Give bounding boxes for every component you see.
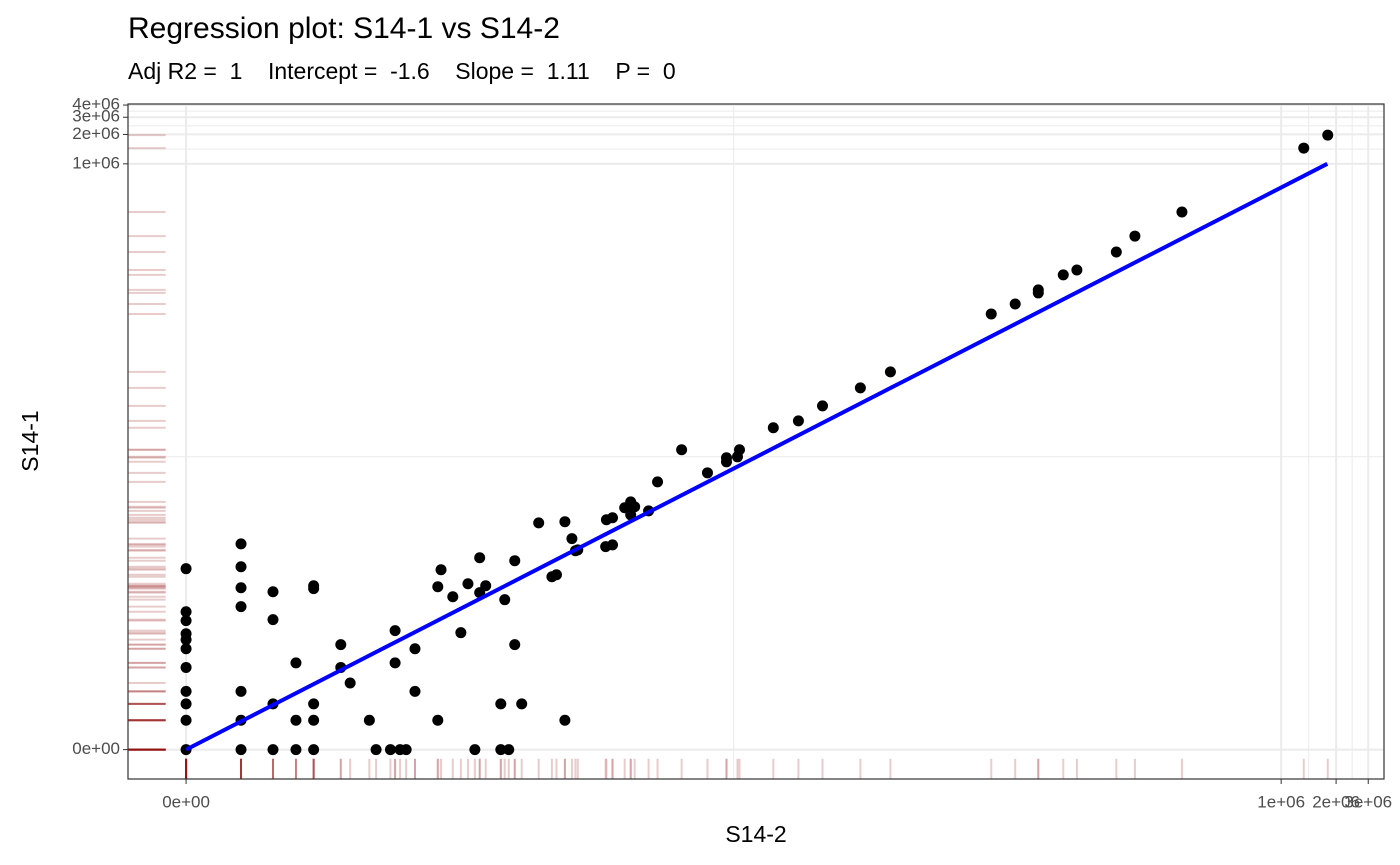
regression-line [185, 162, 1329, 752]
point [180, 685, 192, 697]
x-axis-title: S14-2 [725, 821, 786, 847]
point [235, 685, 247, 697]
point [370, 744, 382, 756]
point [985, 308, 997, 320]
chart-subtitle: Adj R2 = 1 Intercept = -1.6 Slope = 1.11… [128, 58, 676, 84]
point [389, 657, 401, 669]
point [409, 685, 421, 697]
point [533, 517, 545, 529]
y-tick-label: 0e+00 [72, 739, 120, 758]
y-tick-label: 1e+06 [72, 153, 120, 172]
point [516, 698, 528, 710]
point [384, 744, 396, 756]
point [1057, 269, 1069, 281]
point [335, 639, 347, 651]
point [180, 714, 192, 726]
point [854, 382, 866, 394]
x-tick-label: 0e+00 [162, 792, 210, 811]
point [400, 744, 412, 756]
x-tick-label: 2e+06 [1312, 792, 1360, 811]
point [180, 606, 192, 618]
point [180, 643, 192, 655]
y-axis-title: S14-1 [17, 410, 43, 471]
point [409, 643, 421, 655]
point [509, 555, 521, 567]
point [701, 467, 713, 479]
point [499, 594, 511, 606]
point [308, 744, 320, 756]
point [474, 552, 486, 564]
panel-border [127, 103, 1385, 780]
point [344, 677, 356, 689]
point [290, 657, 302, 669]
point [600, 541, 612, 553]
point [1322, 129, 1334, 141]
point [767, 422, 779, 434]
point [267, 614, 279, 626]
point [1129, 230, 1141, 242]
point [389, 625, 401, 637]
point [267, 744, 279, 756]
point [559, 714, 571, 726]
point [652, 476, 664, 488]
point [817, 400, 829, 412]
point [559, 516, 571, 528]
point [566, 533, 578, 545]
point [180, 615, 192, 627]
point [503, 744, 515, 756]
point [1298, 142, 1310, 154]
point [235, 601, 247, 613]
point [447, 591, 459, 603]
y-tick-label: 3e+06 [72, 107, 120, 126]
point [432, 581, 444, 593]
point [1110, 246, 1122, 258]
point [495, 698, 507, 710]
point [462, 578, 474, 590]
point [363, 714, 375, 726]
point [235, 561, 247, 573]
chart-title: Regression plot: S14-1 vs S14-2 [128, 12, 560, 45]
point [720, 456, 732, 468]
point [676, 444, 688, 456]
y-tick-label: 4e+06 [72, 95, 120, 114]
point [546, 571, 558, 583]
point [290, 744, 302, 756]
point [495, 744, 507, 756]
point [308, 714, 320, 726]
point [1009, 298, 1021, 310]
point [1176, 206, 1188, 218]
point [308, 583, 320, 595]
point [235, 582, 247, 594]
x-tick-label: 1e+06 [1257, 792, 1305, 811]
point [180, 563, 192, 575]
point [180, 698, 192, 710]
point [435, 564, 447, 576]
point [509, 639, 521, 651]
point [1071, 264, 1083, 276]
point [235, 538, 247, 550]
point [432, 714, 444, 726]
point [731, 451, 743, 463]
point [180, 661, 192, 673]
point [235, 744, 247, 756]
x-tick-label: 3e+06 [1344, 792, 1392, 811]
point [469, 744, 481, 756]
point [600, 514, 612, 526]
point [267, 586, 279, 598]
point [308, 698, 320, 710]
point [884, 366, 896, 378]
point [1032, 287, 1044, 299]
point [180, 634, 192, 646]
point [619, 502, 631, 514]
point [792, 415, 804, 427]
point [290, 714, 302, 726]
y-tick-label: 2e+06 [72, 124, 120, 143]
point [455, 627, 467, 639]
